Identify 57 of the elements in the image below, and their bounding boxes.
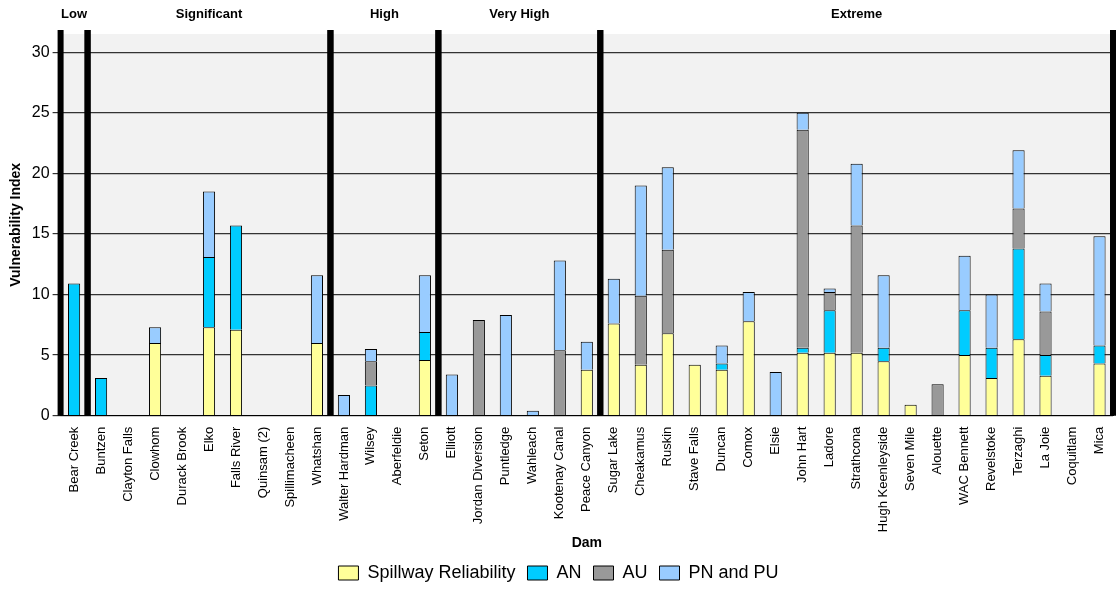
- x-tick-label: Ruskin: [659, 426, 675, 467]
- band-label: Low: [61, 5, 88, 21]
- x-tick-label: Mica: [1091, 425, 1107, 455]
- x-tick-label: Stave Falls: [686, 426, 702, 491]
- x-tick-label: Cheakamus: [632, 426, 648, 497]
- band-label: Significant: [175, 5, 243, 21]
- x-tick-label: Durack Brook: [173, 426, 189, 506]
- x-tick-label: Buntzen: [92, 426, 108, 475]
- x-tick-label: Hugh Keenleyside: [875, 426, 891, 533]
- band-label: Very High: [489, 5, 550, 21]
- x-tick-label: Revelstoke: [983, 426, 999, 491]
- x-tick-label: Terzaghi: [1010, 426, 1026, 476]
- x-tick-label: Sugar Lake: [605, 426, 621, 494]
- x-tick-label: Strathcona: [848, 425, 864, 490]
- x-tick-label: Duncan: [713, 426, 729, 472]
- x-tick-label: Walter Hardman: [335, 426, 351, 521]
- x-tick-label: Quinsam (2): [254, 426, 270, 499]
- x-tick-label: Wilsey: [362, 426, 378, 465]
- x-tick-label: Wahleach: [524, 426, 540, 485]
- x-tick-label: Clayton Falls: [119, 426, 135, 502]
- legend-label: PN and PU: [688, 561, 779, 582]
- x-tick-label: Elko: [200, 426, 216, 452]
- y-axis-title: Vulnerability Index: [7, 162, 24, 287]
- y-tick-label: 30: [31, 42, 50, 60]
- y-tick-label: 10: [31, 284, 50, 302]
- x-tick-label: Falls River: [227, 426, 243, 489]
- x-tick-label: Comox: [740, 426, 756, 468]
- x-tick-label: Peace Canyon: [578, 426, 594, 512]
- band-label: Extreme: [830, 5, 883, 21]
- x-tick-label: Whatshan: [308, 426, 324, 486]
- x-tick-label: John Hart: [794, 426, 810, 484]
- x-tick-label: Ladore: [821, 426, 837, 468]
- legend-label: Spillway Reliability: [367, 561, 516, 582]
- y-tick-label: 25: [31, 103, 50, 121]
- x-tick-label: Aberfeldie: [389, 426, 405, 486]
- x-tick-label: Elliott: [443, 426, 459, 459]
- x-tick-label: Jordan Diversion: [470, 426, 486, 525]
- x-tick-label: Seton: [416, 426, 432, 461]
- y-tick-label: 0: [40, 406, 50, 424]
- x-tick-label: Clowhom: [146, 426, 162, 481]
- x-tick-label: Alouette: [929, 426, 945, 475]
- legend-label: AU: [622, 561, 648, 582]
- y-tick-label: 15: [31, 224, 50, 242]
- x-axis-title: Dam: [571, 534, 602, 551]
- band-label: High: [369, 5, 399, 21]
- x-tick-label: La Joie: [1037, 426, 1053, 469]
- x-tick-label: Kootenay Canal: [551, 426, 567, 520]
- x-tick-label: Seven Mile: [902, 426, 918, 491]
- x-tick-label: Coquitlam: [1064, 426, 1080, 486]
- y-tick-label: 5: [40, 345, 50, 363]
- x-tick-label: Bear Creek: [65, 426, 81, 493]
- x-tick-label: Puntledge: [497, 426, 513, 486]
- x-tick-label: Spillimacheen: [281, 426, 297, 508]
- x-tick-label: WAC Bennett: [956, 426, 972, 505]
- y-tick-label: 20: [31, 163, 50, 181]
- legend-label: AN: [556, 561, 582, 582]
- x-tick-label: Elsie: [767, 426, 783, 455]
